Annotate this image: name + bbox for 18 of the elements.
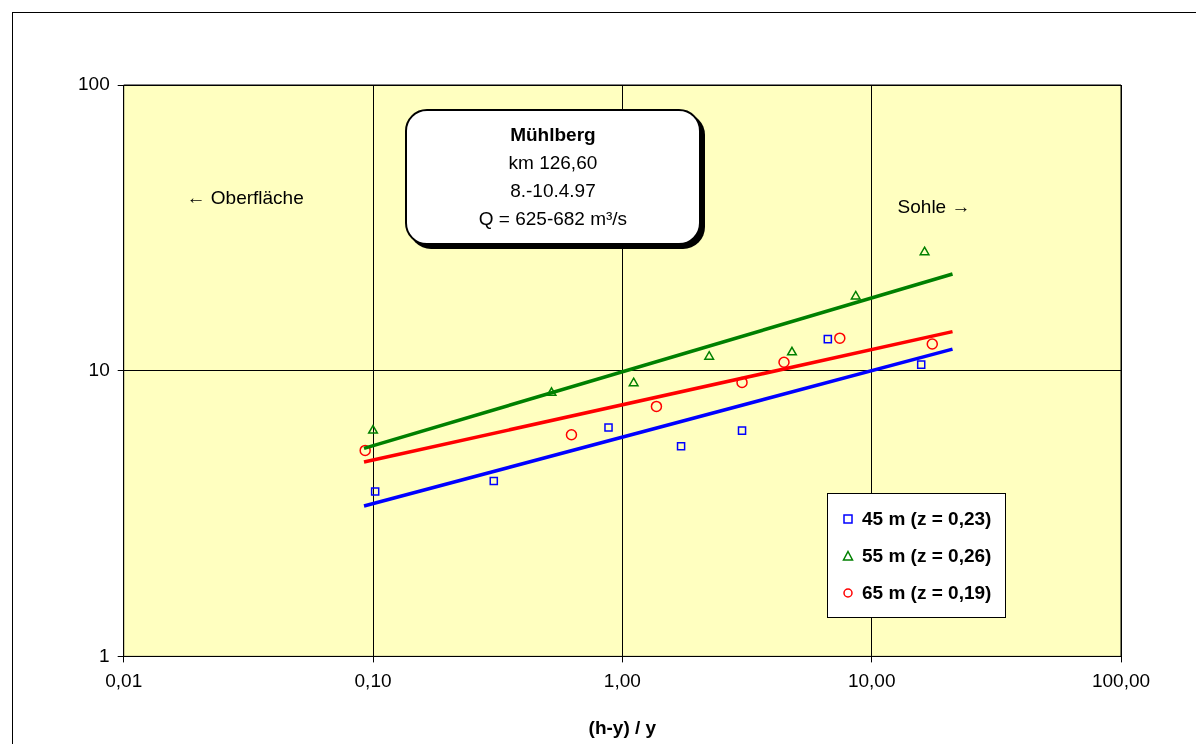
- legend-label: 65 m (z = 0,19): [862, 581, 992, 604]
- annotation: km 126,60: [507, 151, 599, 175]
- x-tick-label: 10,00: [847, 670, 896, 692]
- x-tick-label: 1,00: [603, 670, 641, 692]
- x-tick-label: 0,01: [105, 670, 143, 692]
- x-axis-title: (h-y) / y: [588, 716, 657, 738]
- y-tick-label: 10: [88, 358, 110, 380]
- annotation: Sohle →: [897, 195, 971, 218]
- legend-label: 55 m (z = 0,26): [862, 544, 992, 567]
- annotation: Mühlberg: [509, 123, 597, 147]
- annotation: Q = 625-682 m³/s: [477, 207, 629, 231]
- annotation: ← Oberfläche: [186, 187, 304, 210]
- legend-label: 45 m (z = 0,23): [862, 507, 992, 530]
- y-tick-label: 100: [78, 73, 110, 95]
- x-tick-label: 100,00: [1091, 670, 1151, 692]
- y-tick-label: 1: [99, 644, 110, 666]
- x-tick-label: 0,10: [354, 670, 392, 692]
- annotation: 8.-10.4.97: [509, 179, 597, 203]
